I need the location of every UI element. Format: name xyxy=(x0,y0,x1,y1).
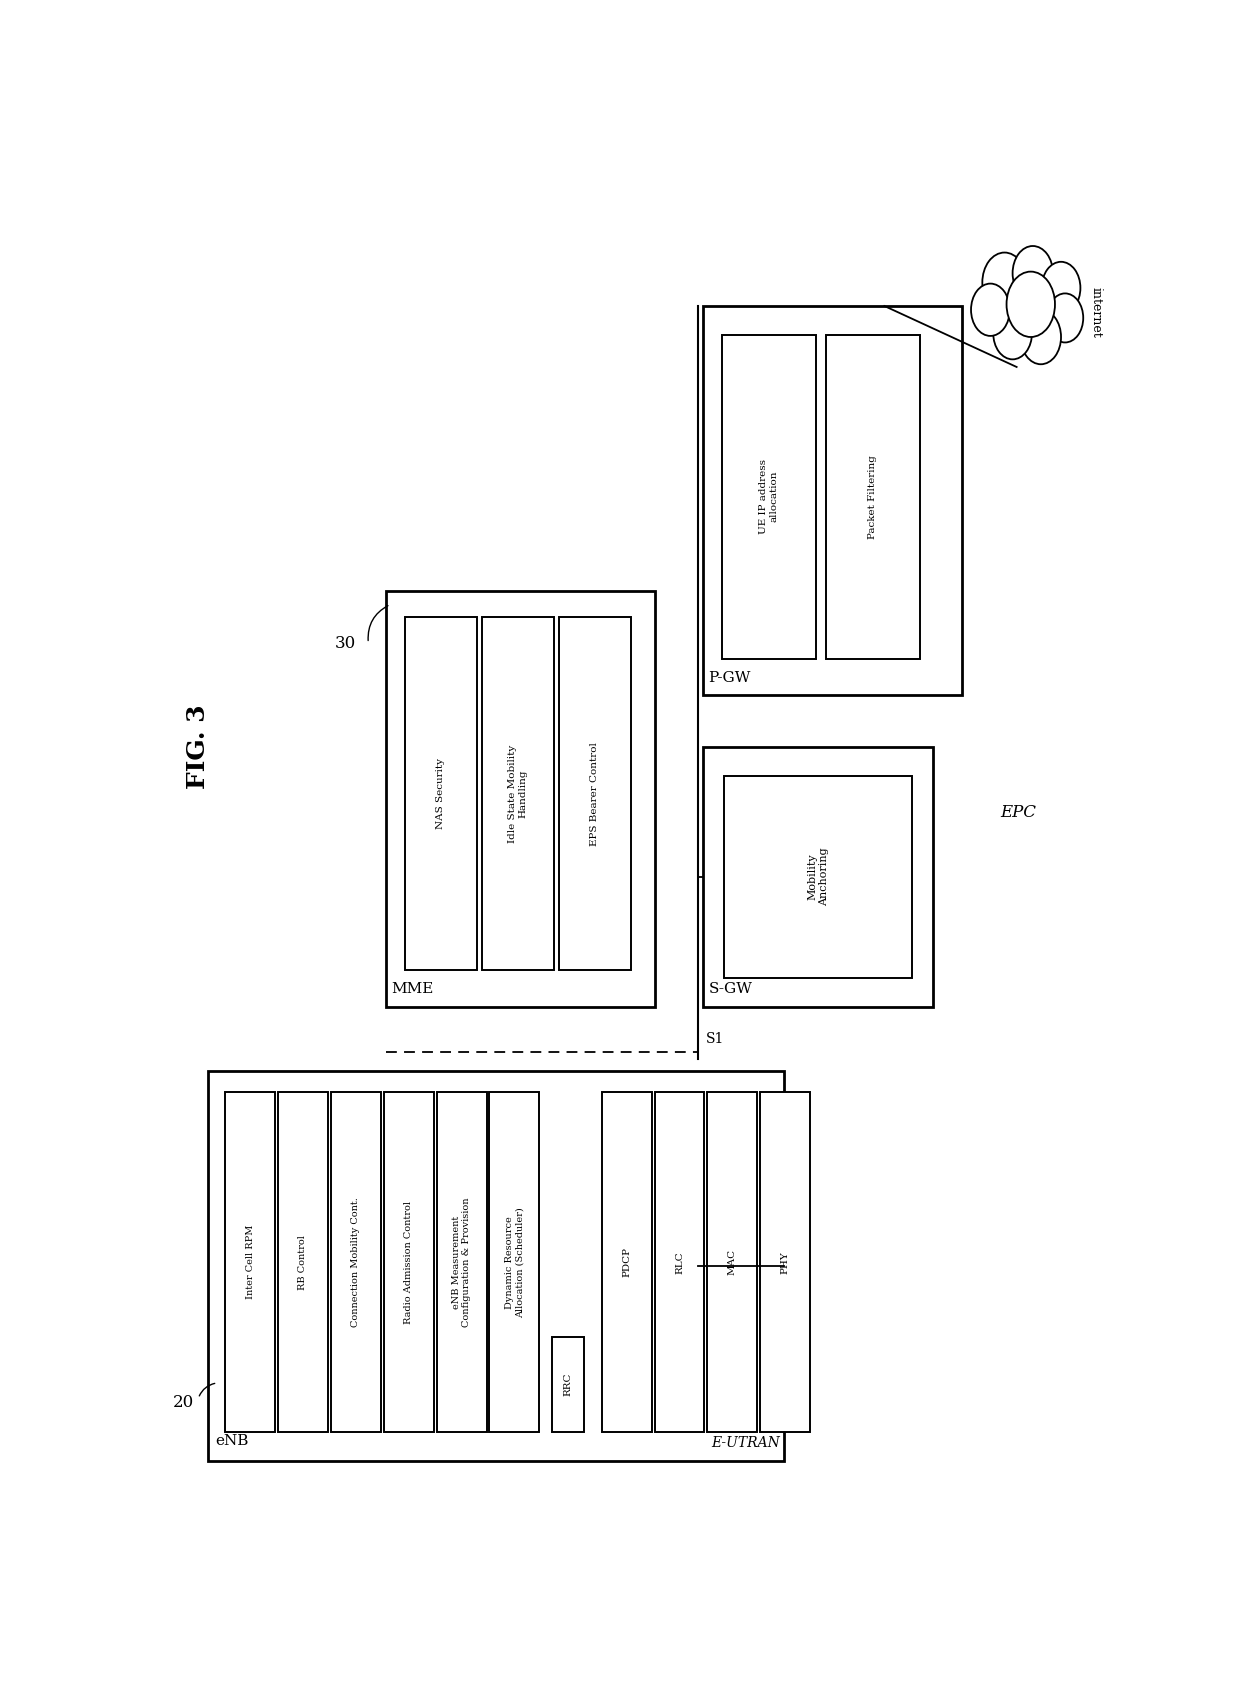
Text: Dynamic Resource
Allocation (Scheduler): Dynamic Resource Allocation (Scheduler) xyxy=(505,1206,525,1318)
Text: eNB: eNB xyxy=(216,1434,249,1447)
Bar xyxy=(552,1336,584,1432)
Bar xyxy=(386,591,655,1006)
Text: Inter Cell RPM: Inter Cell RPM xyxy=(246,1225,254,1299)
Text: MAC: MAC xyxy=(728,1249,737,1276)
Bar xyxy=(722,335,816,659)
Text: eNB Measurement
Configuration & Provision: eNB Measurement Configuration & Provisio… xyxy=(451,1198,471,1328)
Text: E-UTRAN: E-UTRAN xyxy=(711,1436,780,1451)
Text: S1: S1 xyxy=(706,1031,724,1045)
Text: PDCP: PDCP xyxy=(622,1247,631,1277)
Bar xyxy=(481,617,554,971)
Text: UE IP address
allocation: UE IP address allocation xyxy=(759,460,779,534)
Bar xyxy=(724,775,913,977)
Text: NAS Security: NAS Security xyxy=(436,758,445,829)
Text: EPC: EPC xyxy=(1001,804,1037,821)
Circle shape xyxy=(971,283,1009,335)
Circle shape xyxy=(993,307,1032,359)
Bar xyxy=(383,1092,434,1432)
Text: 20: 20 xyxy=(174,1393,195,1410)
Bar xyxy=(559,617,631,971)
Bar xyxy=(601,1092,652,1432)
Circle shape xyxy=(982,253,1027,312)
Circle shape xyxy=(1021,310,1061,364)
Text: internet: internet xyxy=(1089,286,1102,339)
Bar xyxy=(404,617,477,971)
Bar xyxy=(208,1072,785,1461)
Bar xyxy=(226,1092,275,1432)
Text: PHY: PHY xyxy=(781,1250,790,1274)
Bar xyxy=(760,1092,810,1432)
Circle shape xyxy=(1013,246,1053,300)
Circle shape xyxy=(1007,271,1055,337)
Text: RLC: RLC xyxy=(675,1250,684,1274)
Bar xyxy=(707,1092,758,1432)
Text: Mobility
Anchoring: Mobility Anchoring xyxy=(807,848,828,907)
Text: FIG. 3: FIG. 3 xyxy=(186,704,211,790)
Text: P-GW: P-GW xyxy=(708,671,751,684)
Bar xyxy=(655,1092,704,1432)
Bar xyxy=(436,1092,486,1432)
Text: Connection Mobility Cont.: Connection Mobility Cont. xyxy=(351,1198,361,1328)
Circle shape xyxy=(1042,261,1080,313)
Bar xyxy=(278,1092,327,1432)
Bar xyxy=(826,335,920,659)
Bar xyxy=(490,1092,539,1432)
Text: RB Control: RB Control xyxy=(299,1235,308,1289)
Text: EPS Bearer Control: EPS Bearer Control xyxy=(590,741,599,846)
Text: Packet Filtering: Packet Filtering xyxy=(868,455,878,539)
Text: Idle State Mobility
Handling: Idle State Mobility Handling xyxy=(508,745,527,842)
Bar xyxy=(703,746,934,1006)
Bar xyxy=(331,1092,381,1432)
Text: Radio Admission Control: Radio Admission Control xyxy=(404,1201,413,1324)
Text: S-GW: S-GW xyxy=(708,982,753,996)
Text: 30: 30 xyxy=(335,635,356,652)
Bar xyxy=(703,307,962,696)
Text: RRC: RRC xyxy=(564,1373,573,1397)
Text: MME: MME xyxy=(392,982,434,996)
Circle shape xyxy=(1047,293,1084,342)
